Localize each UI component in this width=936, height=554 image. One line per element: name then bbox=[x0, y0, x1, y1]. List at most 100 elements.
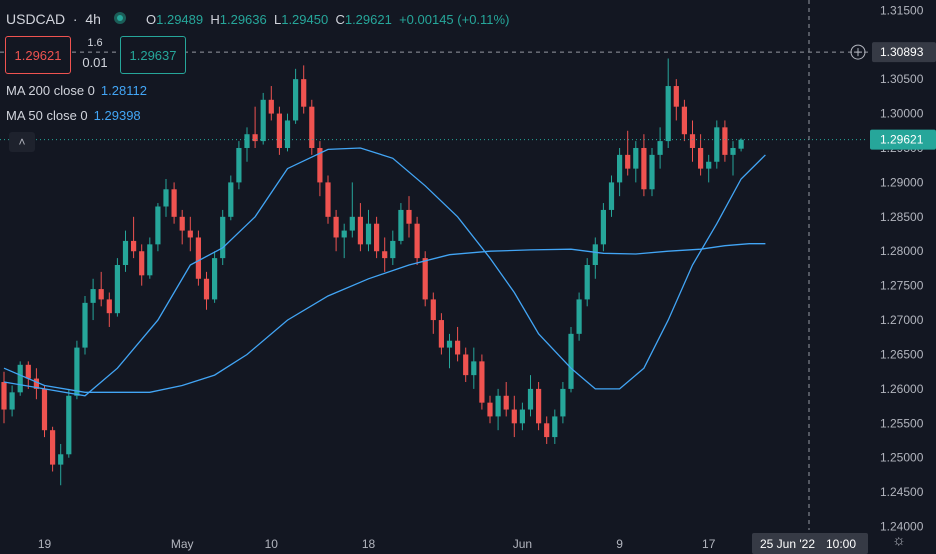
candle-body bbox=[617, 154, 623, 183]
ma200-line bbox=[3, 243, 766, 393]
candle-body bbox=[552, 416, 558, 438]
y-tick-label: 1.30000 bbox=[880, 107, 924, 121]
candle-body bbox=[641, 147, 647, 190]
close-value: 1.29621 bbox=[344, 12, 392, 27]
candle-body bbox=[633, 147, 639, 169]
candle-body bbox=[584, 265, 590, 300]
low-label: L bbox=[273, 12, 282, 27]
plus-circle-icon bbox=[850, 44, 866, 60]
ma50-label: MA 50 close 0 bbox=[6, 108, 88, 123]
candle-body bbox=[276, 113, 282, 148]
candle-body bbox=[139, 251, 145, 276]
candle-body bbox=[414, 223, 420, 259]
x-tick-label: 17 bbox=[702, 537, 716, 551]
candle-body bbox=[544, 423, 550, 438]
candle-body bbox=[738, 139, 744, 149]
crosshair-time-label: 10:00 bbox=[826, 537, 856, 551]
crosshair-price-tag: 1.30893 bbox=[872, 42, 936, 63]
chevron-up-icon[interactable]: ˄ bbox=[9, 132, 35, 152]
candle-body bbox=[260, 99, 266, 142]
y-tick-label: 1.24500 bbox=[880, 485, 924, 499]
y-tick-label: 1.26000 bbox=[880, 382, 924, 396]
candle-body bbox=[98, 289, 104, 300]
candle-body bbox=[382, 251, 388, 259]
candle-body bbox=[463, 354, 469, 376]
y-tick-label: 1.26500 bbox=[880, 347, 924, 361]
open-value: 1.29489 bbox=[156, 12, 204, 27]
y-tick-label: 1.31500 bbox=[880, 3, 924, 17]
candle-body bbox=[689, 134, 696, 148]
candle-body bbox=[155, 206, 161, 245]
candle-body bbox=[374, 223, 380, 252]
buy-button[interactable]: 1.29637 bbox=[120, 36, 186, 74]
candle-body bbox=[592, 244, 598, 265]
y-tick-label: 1.28000 bbox=[880, 244, 924, 258]
candle-body bbox=[698, 147, 704, 169]
y-tick-label: 1.27000 bbox=[880, 313, 924, 327]
x-tick-label: 18 bbox=[362, 537, 376, 551]
candle-body bbox=[25, 364, 31, 379]
candle-body bbox=[333, 216, 339, 238]
candle-body bbox=[163, 189, 169, 207]
ma50-value: 1.29398 bbox=[93, 108, 141, 123]
candle-body bbox=[649, 154, 655, 190]
candle-body bbox=[106, 299, 112, 314]
candle-body bbox=[406, 209, 412, 224]
x-tick-label: 9 bbox=[616, 537, 623, 551]
y-tick-label: 1.25000 bbox=[880, 451, 924, 465]
candle-body bbox=[422, 258, 428, 300]
x-tick-label: May bbox=[171, 537, 194, 551]
candle-body bbox=[9, 392, 15, 410]
interval-label: 4h bbox=[85, 11, 101, 27]
last-price-tag: 1.29621 bbox=[870, 129, 936, 150]
candle-body bbox=[673, 86, 679, 107]
candle-body bbox=[284, 120, 291, 148]
close-label: C bbox=[335, 12, 345, 27]
candle-body bbox=[706, 161, 712, 169]
candle-body bbox=[608, 182, 615, 210]
ma200-legend[interactable]: MA 200 close 0 1.28112 bbox=[6, 83, 147, 98]
crosshair-date-tag: 25 Jun '22 10:00 bbox=[752, 533, 868, 554]
candle-body bbox=[503, 395, 509, 410]
candle-body bbox=[228, 182, 234, 217]
x-tick-label: Jun bbox=[513, 537, 532, 551]
candle-body bbox=[600, 209, 606, 245]
plus-circle-ring bbox=[850, 44, 866, 60]
candle-body bbox=[349, 216, 355, 231]
live-dot-icon bbox=[114, 12, 126, 24]
candle-body bbox=[519, 409, 525, 424]
ma50-legend[interactable]: MA 50 close 0 1.29398 bbox=[6, 108, 141, 123]
gear-icon[interactable]: ☼ bbox=[892, 532, 906, 549]
open-label: O bbox=[146, 12, 157, 27]
change-value: +0.00145 (+0.11%) bbox=[399, 12, 510, 27]
candle-body bbox=[511, 409, 517, 424]
candle-body bbox=[212, 258, 218, 300]
candle-body bbox=[665, 86, 671, 142]
y-tick-label: 1.29000 bbox=[880, 175, 924, 189]
candle-body bbox=[171, 189, 177, 217]
candle-body bbox=[430, 299, 436, 321]
ma200-label: MA 200 close 0 bbox=[6, 83, 95, 98]
candle-body bbox=[33, 378, 39, 389]
candle-body bbox=[722, 127, 728, 155]
candle-body bbox=[66, 395, 72, 455]
x-tick-label: 19 bbox=[38, 537, 52, 551]
symbol-interval[interactable]: USDCAD · 4h bbox=[6, 11, 101, 27]
crosshair-price-bg bbox=[872, 42, 936, 63]
candle-body bbox=[576, 299, 582, 334]
sell-button[interactable]: 1.29621 bbox=[5, 36, 71, 74]
candle-body bbox=[17, 364, 23, 393]
y-axis: 1.315001.305001.300001.295001.290001.285… bbox=[880, 3, 924, 533]
crosshair-date-bg bbox=[752, 533, 868, 554]
candle-body bbox=[325, 182, 331, 217]
candle-body bbox=[203, 278, 210, 300]
candle-body bbox=[681, 106, 687, 135]
candle-body bbox=[714, 127, 720, 162]
x-tick-label: 10 bbox=[265, 537, 279, 551]
candle-body bbox=[309, 106, 315, 148]
candle-body bbox=[90, 289, 96, 303]
candle-body bbox=[41, 388, 48, 431]
crosshair-date-label: 25 Jun '22 bbox=[760, 537, 815, 551]
